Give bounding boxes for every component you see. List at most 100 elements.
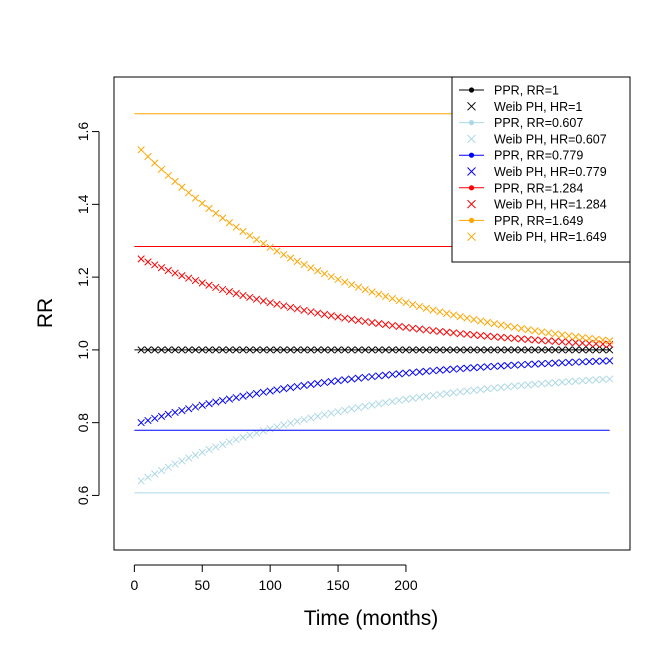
weib-point — [551, 330, 559, 338]
weib-point — [409, 346, 417, 354]
weib-point — [151, 346, 159, 354]
weib-point — [205, 281, 213, 289]
weib-point-stroke-b — [429, 306, 437, 314]
weib-point-stroke-b — [476, 331, 485, 340]
weib-point-stroke-b — [415, 325, 424, 333]
weib-point-stroke-b — [252, 389, 261, 398]
weib-point — [354, 283, 363, 291]
weib-point-stroke-b — [422, 392, 430, 400]
weib-point — [259, 427, 268, 435]
weib-point-stroke-b — [510, 346, 519, 354]
weib-point-stroke-b — [239, 346, 247, 354]
y-tick-label: 1.6 — [75, 122, 91, 142]
weib-point — [144, 346, 152, 354]
legend-item: Weib PH, HR=1.649 — [467, 230, 607, 244]
weib-point-stroke-b — [334, 313, 342, 321]
legend-dot — [468, 120, 475, 126]
weib-point-stroke-b — [483, 318, 492, 326]
weib-point-stroke-b — [327, 312, 335, 320]
weib-point-stroke-b — [286, 346, 295, 354]
weib-point — [578, 377, 587, 385]
weib-point — [483, 385, 492, 393]
weib-point — [504, 334, 512, 342]
legend-label: PPR, RR=0.607 — [494, 116, 583, 130]
weib-point — [558, 359, 566, 367]
weib-point-stroke-b — [572, 358, 580, 366]
weib-point — [524, 335, 532, 344]
weib-point-stroke-b — [286, 303, 295, 312]
weib-point — [592, 376, 600, 384]
weib-point — [395, 296, 403, 305]
weib-point — [470, 364, 478, 372]
weib-point — [232, 289, 240, 298]
weib-point — [409, 394, 417, 402]
weib-point-stroke-b — [354, 283, 363, 291]
weib-point — [191, 451, 200, 459]
weib-point-stroke-b — [402, 395, 410, 403]
weib-point — [388, 321, 397, 330]
weib-point-stroke-b — [436, 308, 444, 316]
weib-point-stroke-b — [429, 367, 437, 375]
weib-point — [205, 445, 213, 454]
weib-point — [456, 346, 464, 354]
weib-point-stroke-b — [504, 346, 512, 354]
weib-point-stroke-b — [225, 287, 234, 296]
weib-point-stroke-b — [198, 448, 206, 456]
weib-point-stroke-b — [354, 346, 363, 354]
weib-point — [415, 368, 424, 376]
weib-point-stroke-b — [232, 289, 240, 298]
weib-point — [510, 346, 519, 354]
weib-point-stroke-b — [395, 370, 403, 378]
weib-point-stroke-b — [300, 381, 308, 390]
weib-point-stroke-b — [551, 337, 559, 345]
weib-point-stroke-b — [429, 327, 437, 335]
weib-point — [205, 346, 213, 354]
weib-point-stroke-b — [137, 477, 145, 485]
weib-point-stroke-b — [171, 408, 179, 417]
legend-item: PPR, RR=1 — [459, 84, 559, 98]
weib-point — [259, 346, 268, 354]
legend-label: PPR, RR=1.649 — [494, 214, 583, 228]
weib-point — [137, 419, 145, 427]
weib-point-stroke-b — [246, 431, 254, 439]
weib-point — [402, 369, 410, 377]
weib-point — [320, 310, 329, 319]
weib-point-stroke-b — [524, 381, 532, 389]
weib-point-stroke-b — [232, 223, 240, 231]
weib-point — [327, 346, 335, 354]
weib-point — [171, 408, 179, 417]
weib-point-stroke-b — [239, 433, 247, 441]
weib-point-stroke-b — [558, 338, 566, 346]
weib-point — [585, 334, 593, 343]
weib-point-stroke-b — [307, 308, 315, 316]
weib-point-stroke-b — [572, 338, 580, 347]
weib-point-stroke-b — [191, 403, 200, 411]
weib-point — [225, 346, 234, 354]
weib-point-stroke-b — [565, 358, 573, 367]
weib-point-stroke-b — [341, 314, 349, 322]
weib-point-stroke-b — [307, 264, 315, 272]
weib-point — [524, 381, 532, 389]
weib-point-stroke-b — [497, 362, 505, 370]
weib-point — [334, 313, 342, 321]
weib-point — [347, 405, 356, 413]
weib-point — [517, 361, 526, 369]
weib-point-stroke-b — [178, 406, 186, 415]
legend-cross-stroke-b — [467, 101, 476, 111]
weib-point — [178, 457, 186, 465]
weib-point-stroke-b — [164, 171, 172, 180]
weib-point-stroke-b — [388, 397, 397, 406]
weib-point — [307, 414, 315, 422]
weib-point-stroke-b — [388, 370, 397, 379]
weib-point-stroke-b — [463, 314, 471, 322]
weib-point-stroke-b — [429, 391, 437, 400]
weib-point-stroke-b — [225, 346, 234, 354]
weib-point-stroke-b — [307, 414, 315, 422]
weib-point — [137, 346, 145, 354]
weib-point-stroke-b — [341, 376, 349, 384]
weib-point — [347, 375, 356, 383]
weib-point-stroke-b — [504, 322, 512, 330]
weib-point-stroke-b — [137, 146, 145, 154]
weib-point-stroke-b — [605, 337, 614, 345]
weib-point-stroke-b — [490, 346, 498, 354]
